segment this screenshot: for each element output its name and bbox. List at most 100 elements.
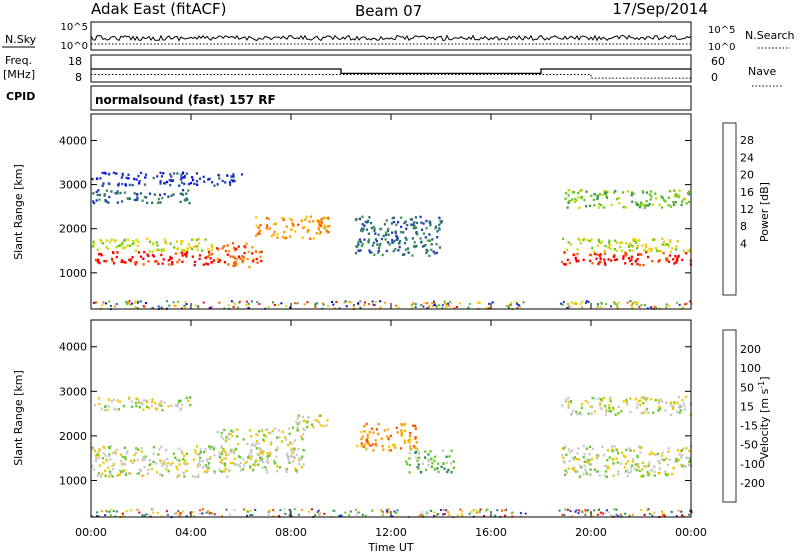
power-panel-bg [91,114,691,309]
power-cell [357,249,360,252]
velocity-cell [421,462,424,465]
power-cell [433,300,435,303]
power-cell [135,238,138,242]
power-cell [161,196,164,200]
power-cell [429,223,432,227]
power-cell [185,172,188,175]
velocity-cell [249,509,252,512]
power-cell [233,246,236,250]
power-cell [120,241,123,244]
power-cell [674,248,678,251]
velocity-cell [672,405,675,408]
velocity-cell [199,509,201,512]
velocity-cell [621,451,624,454]
power-cell [124,183,127,186]
velocity-cell [681,465,684,468]
power-cell [431,238,434,241]
power-cell [322,216,325,220]
power-cell [508,304,511,307]
velocity-cell [400,434,403,437]
power-cell [201,249,204,252]
power-cell [675,194,678,197]
velocity-cell [183,454,186,458]
velocity-cell [427,463,430,467]
power-cell [152,176,155,180]
power-cell [423,302,426,305]
velocity-cell [402,424,405,427]
velocity-cell [414,424,417,427]
power-cell [596,197,599,201]
velocity-cell [569,510,572,513]
velocity-cell [416,459,419,462]
power-cell [202,175,205,179]
power-cell [324,216,327,220]
velocity-cell [688,449,691,452]
velocity-cell [301,508,304,511]
x-tick-label: 12:00 [375,526,407,539]
velocity-cell [608,398,612,401]
velocity-cell [284,468,287,471]
power-cell [629,259,632,263]
velocity-cell [137,448,140,451]
velocity-cell [442,449,445,452]
power-cell [221,179,224,183]
power-cell [603,261,606,264]
power-cell [585,300,588,303]
power-cell [195,238,198,241]
velocity-cell [103,408,106,412]
velocity-cell [643,397,646,400]
power-cell [395,223,398,226]
power-cell [655,306,658,309]
velocity-cell [280,440,283,443]
power-cell [173,304,176,307]
power-cell [180,176,183,179]
velocity-cell [317,509,320,512]
power-cell [157,305,160,308]
power-cell [102,182,105,185]
velocity-cell [615,513,618,516]
power-cell [361,223,364,226]
velocity-cell [175,465,178,469]
velocity-cell [108,475,111,478]
power-cell [370,251,373,254]
power-cell [198,254,202,257]
power-cell [569,243,572,246]
velocity-cell [434,455,437,458]
velocity-cell [575,457,579,461]
velocity-cell [133,453,136,457]
velocity-cell [624,512,627,515]
power-cell [226,244,229,247]
power-cell [370,221,373,225]
velocity-cell [303,428,306,432]
velocity-cell [117,473,120,477]
power-cell [108,300,111,303]
velocity-cell [382,448,385,451]
velocity-cell [424,450,427,453]
power-cell [224,181,227,184]
power-cell [600,302,603,305]
power-cell [245,304,248,306]
power-cell [146,237,149,241]
velocity-cell [109,458,112,461]
power-cell [659,249,662,253]
velocity-cell [571,456,574,460]
velocity-cell [276,469,279,473]
power-cell [92,243,95,246]
power-cell [562,263,566,266]
velocity-cell [202,466,205,469]
velocity-cell [664,409,667,412]
velocity-cell [429,450,432,453]
velocity-cell [249,465,252,468]
velocity-cell [631,460,634,463]
velocity-cell [124,473,127,477]
power-cell [110,238,113,241]
power-cell [615,258,619,261]
power-cell [667,244,670,248]
power-cell [610,203,613,207]
velocity-cell [567,448,570,451]
power-cell [198,257,201,261]
power-cell [368,216,371,219]
velocity-cell [585,510,588,513]
power-cell [379,227,383,231]
velocity-cell [148,406,151,410]
